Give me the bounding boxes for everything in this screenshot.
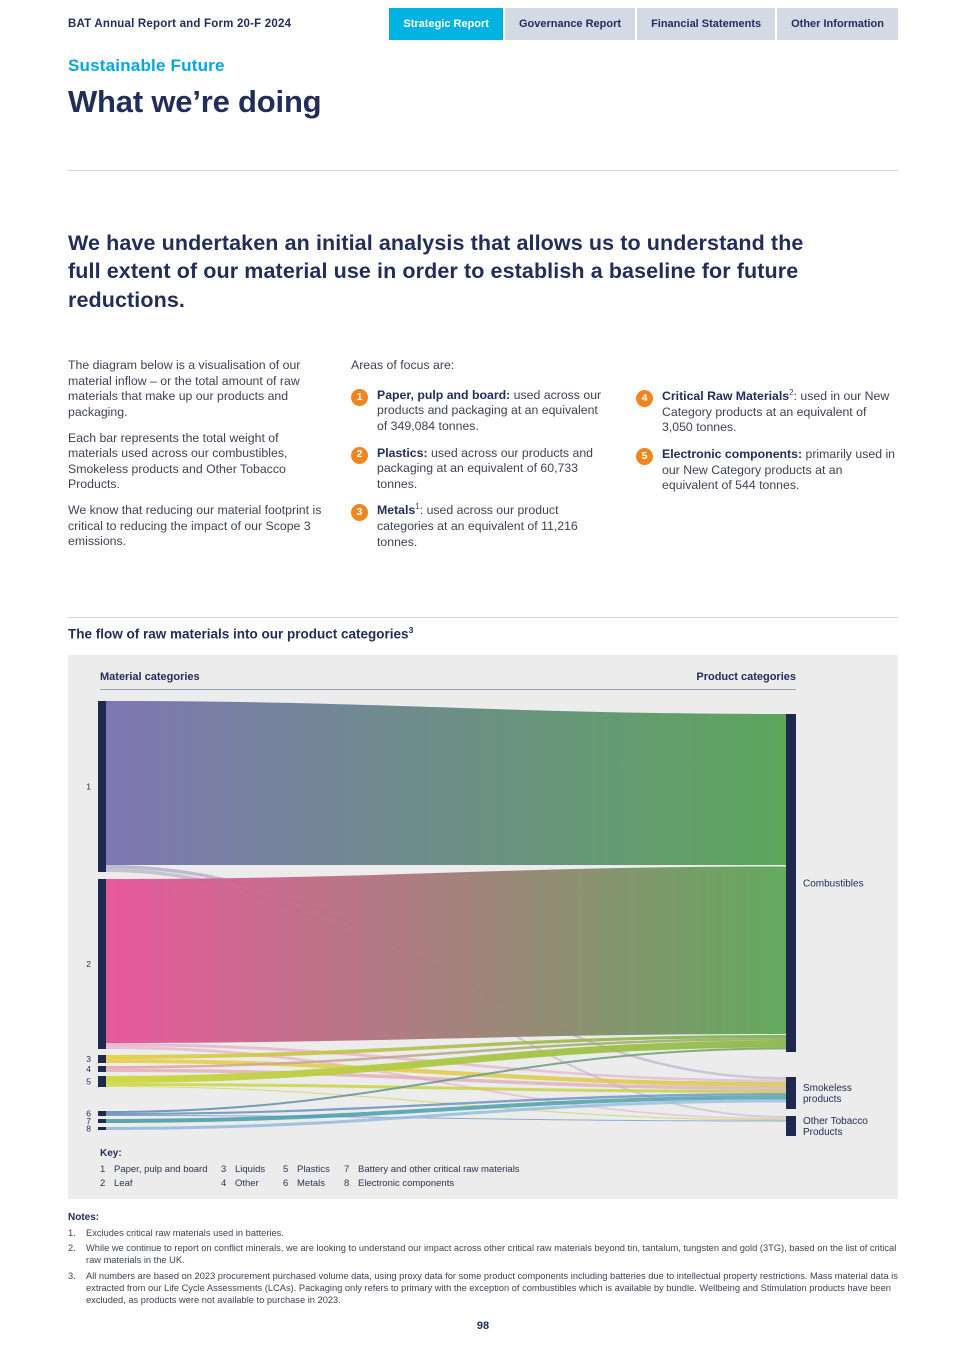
- sankey-flow: [106, 1092, 786, 1115]
- intro-paragraph: The diagram below is a visualisation of …: [68, 358, 301, 419]
- focus-item-5: 5 Electronic components: primarily used …: [636, 447, 898, 494]
- note-item: 3. All numbers are based on 2023 procurem…: [68, 1270, 898, 1306]
- number-badge: 4: [636, 390, 653, 408]
- key-entry: 5 Plastics: [283, 1163, 330, 1175]
- material-bar-number: 5: [86, 1076, 91, 1086]
- material-bar-number: 3: [86, 1054, 91, 1064]
- product-label: products: [803, 1094, 841, 1105]
- focus-column-1: Areas of focus are: 1 Paper, pulp and bo…: [351, 358, 609, 561]
- notes-label: Notes:: [68, 1211, 100, 1223]
- sankey-flow: [106, 1037, 786, 1069]
- material-bar-number: 2: [86, 959, 91, 969]
- focus-item-2: 2 Plastics: used across our products and…: [351, 446, 609, 493]
- note-item: 2. While we continue to report on conflic…: [68, 1243, 897, 1266]
- divider: [68, 617, 898, 619]
- sankey-column-headers: Material categories Product categories: [100, 671, 796, 690]
- focus-item-3: 3 Metals1: used across our product categ…: [351, 503, 609, 550]
- material-bar-5: [98, 1075, 106, 1087]
- key-entry: 3 Liquids: [221, 1163, 266, 1175]
- page-title: What we’re doing: [68, 84, 322, 119]
- focus-item-text: Paper, pulp and board: used across our p…: [377, 387, 602, 433]
- material-categories-header: Material categories: [100, 670, 200, 683]
- product-label: Combustibles: [803, 878, 864, 889]
- product-bar: [786, 1115, 796, 1136]
- key-entry: 8 Electronic components: [344, 1177, 455, 1189]
- intro-paragraph: We know that reducing our material footp…: [68, 503, 322, 549]
- material-bar-7: [98, 1118, 106, 1123]
- focus-item-text: Electronic components: primarily used in…: [662, 446, 896, 493]
- material-bar-number: 1: [86, 781, 91, 791]
- lead-paragraph: We have undertaken an initial analysis t…: [68, 231, 804, 312]
- sankey-flow: [106, 1082, 786, 1093]
- chart-title: The flow of raw materials into our produ…: [68, 625, 414, 642]
- material-bar-4: [98, 1065, 106, 1072]
- focus-column-2: 4 Critical Raw Materials2: used in our N…: [636, 358, 898, 561]
- divider: [68, 170, 898, 171]
- report-tabs: Strategic Report Governance Report Finan…: [389, 8, 898, 40]
- key-entry: 2 Leaf: [100, 1177, 133, 1189]
- sankey-flow: [106, 1034, 786, 1059]
- material-bar-3: [98, 1054, 106, 1063]
- focus-item-text: Plastics: used across our products and p…: [377, 445, 594, 491]
- number-badge: 1: [351, 388, 368, 406]
- focus-item-text: Metals1: used across our product categor…: [377, 502, 578, 549]
- sankey-flow: [106, 866, 786, 1043]
- focus-heading: Areas of focus are:: [351, 358, 455, 373]
- sankey-flow: [106, 1095, 786, 1123]
- key-label: Key:: [100, 1147, 122, 1159]
- tab-other-information[interactable]: Other Information: [777, 8, 898, 40]
- product-bar: [786, 713, 796, 1052]
- intro-paragraph: Each bar represents the total weight of …: [68, 430, 288, 492]
- number-badge: 3: [351, 504, 368, 522]
- number-badge: 2: [351, 446, 368, 464]
- product-bar: [786, 1076, 796, 1109]
- material-bar-number: 8: [86, 1123, 91, 1133]
- chart-key: Key: 1 Paper, pulp and board 2 Leaf 3 Liqui…: [100, 1148, 866, 1189]
- notes-section: Notes: 1. Excludes critical raw materials…: [68, 1211, 898, 1307]
- focus-item-4: 4 Critical Raw Materials2: used in our N…: [636, 389, 898, 436]
- product-categories-header: Product categories: [696, 670, 796, 683]
- material-bar-6: [98, 1110, 106, 1116]
- tab-financial-statements[interactable]: Financial Statements: [637, 8, 776, 40]
- note-item: 1. Excludes critical raw materials used i…: [68, 1227, 284, 1238]
- material-bar-1: [98, 700, 106, 872]
- intro-column: The diagram below is a visualisation of …: [68, 358, 324, 561]
- tab-strategic-report[interactable]: Strategic Report: [389, 8, 503, 40]
- sankey-flow: [106, 700, 786, 865]
- focus-item-1: 1 Paper, pulp and board: used across our…: [351, 388, 609, 435]
- key-entry: 4 Other: [221, 1177, 259, 1189]
- product-label: Products: [803, 1127, 842, 1138]
- material-bar-2: [98, 878, 106, 1049]
- sankey-panel: Material categories Product categories 1…: [68, 654, 898, 1199]
- sankey-flow: [106, 1047, 786, 1113]
- sankey-flow: [106, 1058, 786, 1087]
- page-number: 98: [476, 1319, 490, 1332]
- material-bar-8: [98, 1126, 106, 1130]
- key-entry: 1 Paper, pulp and board: [100, 1163, 208, 1175]
- key-entry: 7 Battery and other critical raw material…: [344, 1163, 520, 1175]
- document-title: BAT Annual Report and Form 20-F 2024: [68, 18, 292, 30]
- material-bar-number: 6: [86, 1108, 91, 1118]
- three-column-body: The diagram below is a visualisation of …: [68, 358, 898, 561]
- sankey-flow: [106, 1099, 786, 1130]
- top-bar: BAT Annual Report and Form 20-F 2024 Str…: [68, 0, 898, 40]
- sankey-flow: [106, 1045, 786, 1120]
- section-label: Sustainable Future: [68, 56, 225, 75]
- tab-governance-report[interactable]: Governance Report: [504, 8, 636, 40]
- product-label: Other Tobacco: [803, 1116, 868, 1127]
- key-entry: 6 Metals: [283, 1177, 325, 1189]
- sankey-flow: [106, 1040, 786, 1083]
- focus-item-text: Critical Raw Materials2: used in our New…: [662, 388, 890, 435]
- material-bar-number: 4: [86, 1064, 91, 1074]
- product-label: Smokeless: [803, 1083, 852, 1094]
- number-badge: 5: [636, 447, 653, 465]
- material-bar-number: 7: [86, 1116, 91, 1126]
